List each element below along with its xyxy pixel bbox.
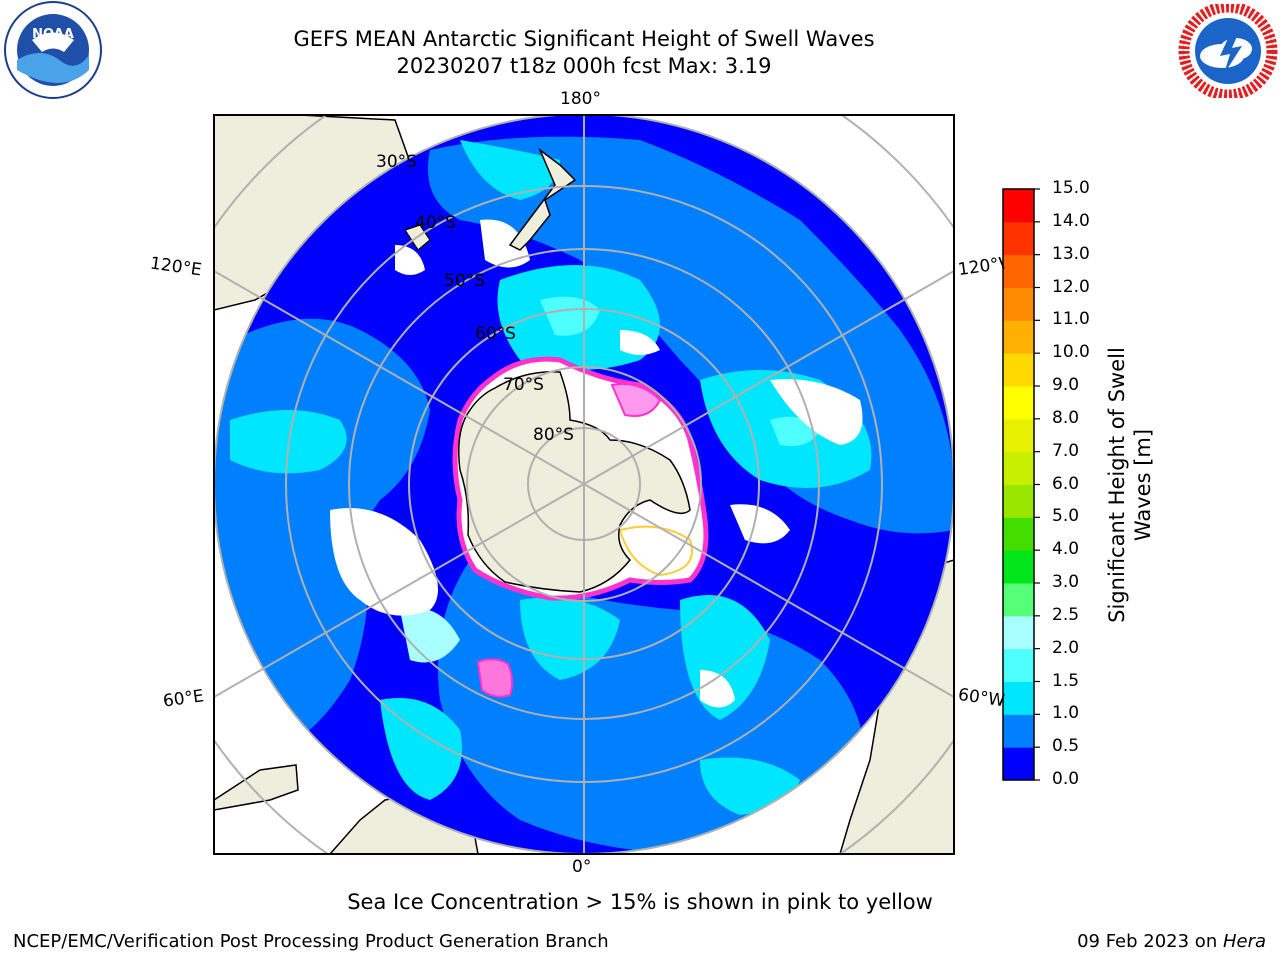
colorbar [1003,188,1040,781]
colorbar-tick-label: 10.0 [1052,342,1090,363]
colorbar-swatch [1003,714,1034,748]
colorbar-tick-label: 8.0 [1052,407,1080,428]
colorbar-tick-label: 7.0 [1052,440,1080,461]
colorbar-swatch [1003,386,1034,420]
nws-logo [1178,1,1278,101]
sea-ice-note: Sea Ice Concentration > 15% is shown in … [347,890,933,914]
sea-ice-patch [610,383,662,417]
chart-subtitle: 20230207 t18z 000h fcst Max: 3.19 [396,54,772,78]
svg-text:NOAA: NOAA [32,27,74,42]
colorbar-swatch [1003,648,1034,682]
chart-title: GEFS MEAN Antarctic Significant Height o… [293,27,875,51]
generation-date: 09 Feb 2023 on Hera [1077,931,1266,952]
colorbar-swatch [1003,681,1034,715]
new-zealand-landmass [508,147,577,251]
colorbar-tick-label: 15.0 [1052,178,1090,198]
colorbar-swatch [1003,484,1034,518]
colorbar-swatch [1003,287,1034,321]
lat-label-80s: 80°S [533,425,574,445]
colorbar-tick-label: 9.0 [1052,375,1080,395]
colorbar-swatch [1003,747,1034,781]
colorbar-tick-label: 13.0 [1052,243,1090,264]
colorbar-swatch [1003,254,1034,288]
noaa-logo: NOAA [2,0,104,100]
masked-region [730,504,790,544]
host-name: Hera [1222,931,1266,952]
sea-ice-patch [476,658,514,698]
colorbar-swatch [1003,353,1034,387]
lat-label-50s: 50°S [444,271,485,291]
colorbar-tick-label: 0.5 [1052,736,1080,757]
colorbar-swatch [1003,451,1034,485]
colorbar-swatch [1003,517,1034,551]
colorbar-swatch [1003,418,1034,453]
colorbar-tick-label: 11.0 [1052,309,1090,330]
lat-label-70s: 70°S [503,375,544,395]
colorbar-tick-label: 4.0 [1052,539,1080,560]
masked-region [330,508,438,616]
graticule [214,115,954,854]
lat-label-60s: 60°S [475,324,516,344]
colorbar-frame [1002,188,1035,781]
swell-band-1-0 [380,698,462,800]
masked-region [770,379,863,445]
colorbar-tick-label: 0.0 [1052,769,1080,789]
lat-label-30s: 30°S [376,152,417,172]
colorbar-swatch [1003,189,1034,223]
masked-region [480,219,530,268]
colorbar-title: Significant Height of Swell Waves [m] [1105,347,1155,623]
colorbar-tick-label: 12.0 [1052,276,1090,297]
colorbar-tick-label: 3.0 [1052,572,1080,592]
masked-region [620,330,660,355]
lon-label-180: 180° [560,89,601,109]
swell-band-1-5 [400,608,460,663]
colorbar-swatch [1003,615,1034,650]
masked-region [700,670,735,708]
colorbar-swatch [1003,583,1034,617]
swell-band-1-0 [460,140,560,200]
masked-region [395,245,425,275]
colorbar-tick-label: 14.0 [1052,210,1090,231]
colorbar-tick-label: 1.0 [1052,703,1080,724]
colorbar-swatch [1003,320,1034,354]
madagascar-landmass [214,764,299,811]
producer-credit: NCEP/EMC/Verification Post Processing Pr… [13,931,609,952]
lat-label-40s: 40°S [415,213,456,233]
map-frame [213,114,955,855]
colorbar-tick-label: 1.5 [1052,670,1080,691]
colorbar-swatch [1003,221,1034,256]
colorbar-swatch [1003,550,1034,584]
colorbar-tick-label: 2.0 [1052,637,1080,658]
colorbar-tick-label: 6.0 [1052,473,1080,494]
lon-label-0: 0° [572,857,592,877]
colorbar-tick-label: 2.5 [1052,604,1080,625]
sea-ice-patch [618,525,693,577]
colorbar-tick-label: 5.0 [1052,506,1080,527]
